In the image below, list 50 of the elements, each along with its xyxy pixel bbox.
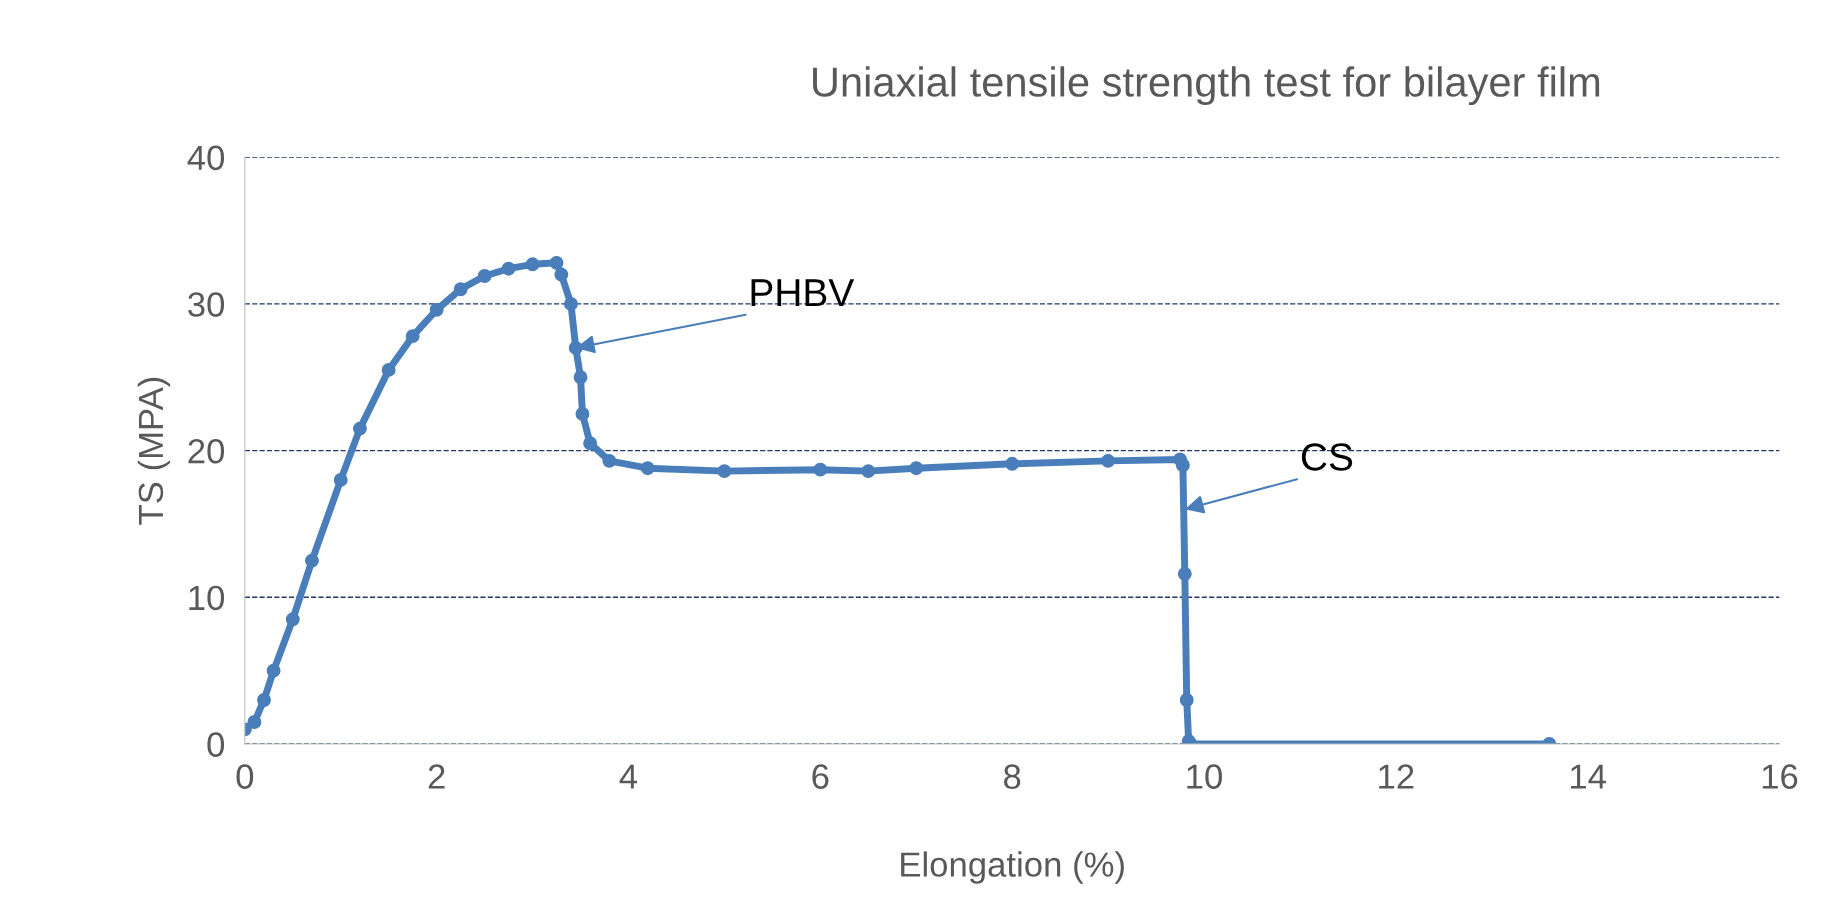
annotation: CS [1301,443,1353,471]
point [381,362,396,377]
y-axis-title: TS (MPA) [137,377,171,525]
point [477,269,492,283]
x-tick-label: 6 [812,764,829,789]
x-tick-label: 12 [1379,764,1414,789]
point [563,296,578,311]
point [1177,566,1192,581]
point [549,255,564,270]
point [257,693,271,707]
y-tick-label: 10 [189,585,225,611]
point [266,663,281,678]
x-axis-title: Elongation (%) [901,851,1124,884]
y-tick-label: 30 [188,292,225,317]
point [602,453,617,468]
point [861,464,876,479]
annotation: PHBV [751,279,855,307]
point [583,436,598,451]
point [1175,458,1190,473]
point [333,472,348,487]
x-tick-label: 8 [1004,764,1021,789]
point [305,553,319,568]
chart-title: Uniaxial tensile strength test for bilayer film [813,66,1600,106]
y-tick-label: 20 [188,438,225,464]
point [909,461,924,476]
point [525,257,540,272]
point [501,261,516,276]
point [573,370,588,385]
x-tick-label: 0 [236,764,254,789]
point [247,715,262,729]
point [405,329,420,344]
point [453,282,468,297]
point [640,461,655,476]
x-tick-label: 4 [619,764,638,789]
x-tick-label: 16 [1762,764,1798,789]
point [352,421,367,436]
point [554,267,569,282]
point [717,464,732,479]
point [429,302,444,317]
x-tick-label: 14 [1571,764,1606,789]
x-tick-label: 2 [428,764,445,789]
y-tick-label: 0 [207,732,225,757]
point [1101,453,1116,468]
y-tick-label: 40 [187,145,225,171]
point [1179,693,1194,707]
point [575,406,590,421]
point [813,462,828,477]
point [285,612,300,627]
point [1005,456,1020,471]
x-tick-label: 10 [1187,764,1222,789]
